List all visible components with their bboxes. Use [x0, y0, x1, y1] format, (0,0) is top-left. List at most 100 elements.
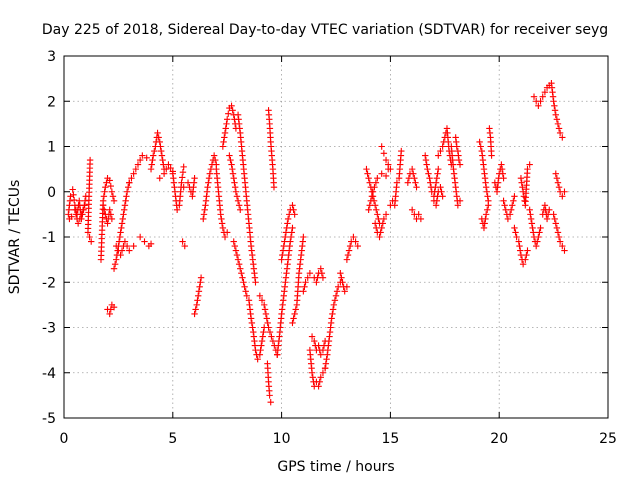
data-point — [317, 351, 324, 358]
data-point — [332, 292, 340, 300]
data-point — [387, 165, 394, 173]
data-point — [363, 165, 370, 173]
data-point — [485, 202, 492, 209]
data-point — [107, 182, 114, 190]
data-point — [292, 306, 299, 313]
data-point — [258, 342, 265, 349]
data-point — [197, 279, 204, 286]
data-point — [378, 143, 385, 150]
data-point — [256, 292, 264, 300]
data-point — [423, 161, 430, 168]
data-point — [118, 247, 126, 254]
data-point — [530, 229, 537, 236]
data-point — [554, 179, 562, 186]
data-point — [500, 197, 507, 204]
data-point — [435, 152, 442, 159]
data-point — [498, 161, 505, 168]
data-point — [197, 274, 205, 281]
data-point — [101, 206, 108, 214]
data-point — [116, 233, 124, 241]
data-point — [231, 184, 239, 191]
data-point — [210, 152, 218, 159]
data-point — [180, 184, 187, 191]
data-point — [506, 211, 514, 218]
data-point — [108, 188, 116, 195]
data-point — [205, 179, 212, 186]
y-tick-label: -4 — [42, 366, 56, 382]
data-point — [437, 184, 444, 191]
data-point — [122, 197, 129, 204]
data-point — [143, 154, 150, 162]
data-point — [118, 220, 126, 227]
data-point — [279, 251, 286, 259]
data-point — [373, 206, 380, 214]
data-point — [371, 220, 379, 227]
data-point — [511, 193, 518, 200]
data-point — [523, 251, 530, 259]
data-point — [364, 170, 371, 177]
data-point — [74, 220, 82, 227]
data-point — [227, 156, 234, 164]
data-point — [534, 238, 541, 245]
data-point — [510, 197, 517, 204]
data-point — [157, 143, 164, 150]
data-point — [412, 179, 419, 186]
data-point — [504, 215, 512, 223]
data-point — [284, 220, 291, 227]
data-point — [109, 193, 117, 200]
data-point — [136, 156, 144, 164]
data-point — [248, 319, 256, 327]
data-point — [439, 193, 446, 200]
data-point — [260, 328, 267, 336]
data-point — [481, 220, 488, 227]
data-point — [280, 242, 287, 250]
data-point — [541, 202, 549, 209]
data-point — [559, 242, 566, 250]
data-point — [524, 165, 531, 173]
data-point — [108, 215, 116, 223]
data-point — [344, 251, 352, 259]
data-point — [123, 193, 130, 200]
data-point — [179, 174, 186, 181]
data-point — [121, 238, 129, 245]
data-point — [372, 179, 380, 186]
data-point — [541, 89, 549, 96]
data-point — [224, 116, 231, 123]
data-point — [266, 392, 273, 399]
data-point — [374, 174, 381, 182]
data-point — [178, 179, 185, 186]
data-point — [76, 215, 83, 223]
data-point — [308, 333, 316, 340]
data-point — [410, 170, 417, 177]
data-point — [124, 184, 132, 191]
data-point — [544, 211, 552, 218]
data-point — [212, 156, 219, 164]
x-tick-label: 15 — [381, 431, 399, 447]
data-point — [157, 147, 165, 155]
y-axis-label: SDTVAR / TECUs — [7, 180, 23, 295]
data-point — [156, 138, 163, 146]
data-point — [502, 206, 509, 214]
data-point — [543, 215, 551, 223]
data-point — [291, 211, 298, 218]
data-point — [536, 229, 543, 236]
data-point — [147, 165, 155, 173]
data-point — [513, 233, 520, 241]
data-point — [331, 297, 339, 304]
data-point — [72, 211, 80, 218]
data-point — [375, 215, 382, 223]
data-point — [532, 242, 540, 250]
data-point — [205, 174, 213, 182]
data-point — [551, 102, 558, 109]
data-point — [405, 174, 413, 182]
data-point — [329, 310, 336, 318]
data-point — [222, 125, 229, 132]
data-point — [191, 310, 198, 318]
data-point — [158, 152, 166, 159]
data-point — [515, 238, 522, 245]
data-point — [291, 310, 298, 318]
data-point — [117, 251, 124, 259]
data-point — [365, 206, 372, 214]
data-point — [193, 301, 200, 309]
data-point — [270, 184, 278, 191]
